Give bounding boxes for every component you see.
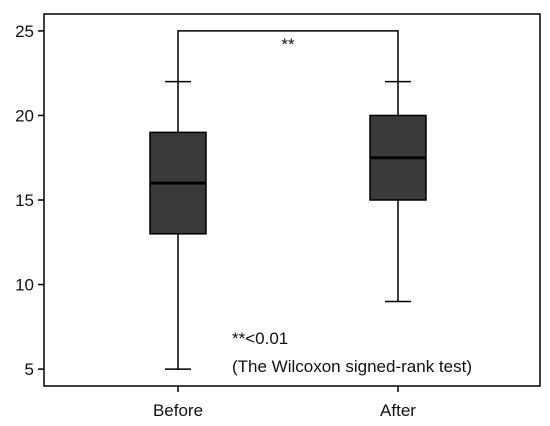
y-tick-label-5: 5	[25, 360, 34, 379]
y-tick-label-20: 20	[15, 106, 34, 125]
y-tick-label-25: 25	[15, 22, 34, 41]
x-axis-categories: Before After	[153, 386, 416, 420]
x-category-label-before: Before	[153, 401, 203, 420]
annotation-test-name: (The Wilcoxon signed-rank test)	[232, 357, 472, 376]
plot-frame	[43, 13, 541, 387]
annotation-pvalue: **<0.01	[232, 329, 288, 348]
y-tick-label-15: 15	[15, 191, 34, 210]
boxes	[149, 80, 427, 370]
significance-bracket: **	[177, 30, 399, 82]
y-axis: 5 10 15 20 25	[15, 22, 44, 379]
x-category-label-after: After	[380, 401, 416, 420]
significance-marker: **	[281, 35, 295, 54]
significance-line	[177, 30, 399, 82]
y-tick-label-10: 10	[15, 276, 34, 295]
